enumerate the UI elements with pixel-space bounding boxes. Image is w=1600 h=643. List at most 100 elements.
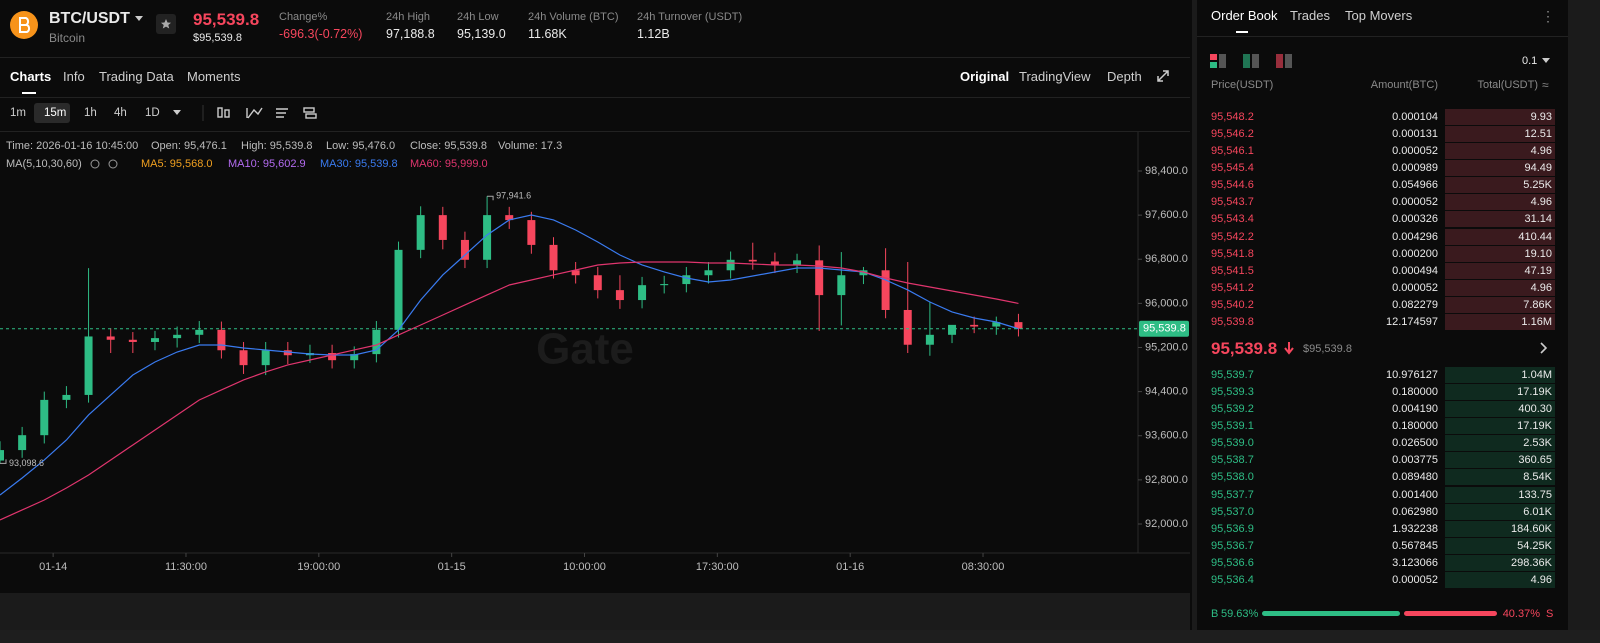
stat-value: 95,139.0 (457, 27, 506, 41)
candle-body (748, 259, 757, 262)
depth-bar (1445, 177, 1555, 194)
interval[interactable]: 15m (44, 107, 67, 119)
depth-bar (1445, 228, 1555, 245)
view-tab[interactable]: TradingView (1019, 69, 1091, 84)
extreme-label: 93,098.6 (9, 458, 44, 468)
amount: 0.000989 (1392, 162, 1438, 175)
chart-tab[interactable]: Charts (10, 69, 52, 84)
ohlc-legend: Close: 95,539.8 (410, 140, 487, 152)
interval[interactable]: 1h (84, 107, 97, 119)
total: 133.75 (1518, 488, 1552, 501)
total: 1.04M (1521, 369, 1552, 381)
ma-line (0, 214, 1019, 496)
candle-body (660, 284, 669, 286)
favorite-button[interactable] (156, 14, 176, 34)
candle-body (283, 350, 292, 356)
amount: 0.000494 (1392, 264, 1438, 277)
x-tick-label: 08:30:00 (962, 561, 1005, 573)
candle-body (0, 450, 4, 461)
legend-icon (108, 159, 118, 169)
candle-body (593, 275, 602, 291)
ma-legend-title: MA(5,10,30,60) (6, 158, 82, 170)
pair[interactable]: BTC/USDT (49, 10, 130, 27)
price: 95,536.4 (1211, 573, 1254, 586)
menu-icon[interactable]: ⋮ (1541, 8, 1555, 24)
total: 410.44 (1518, 230, 1552, 243)
chart-tab[interactable]: Trading Data (99, 69, 174, 84)
candle-body (239, 350, 248, 366)
amount: 0.000326 (1392, 213, 1438, 226)
book-tab[interactable]: Top Movers (1345, 8, 1413, 23)
total: 4.96 (1530, 281, 1552, 294)
interval[interactable]: 1D (145, 107, 160, 119)
amount: 0.000052 (1392, 145, 1438, 158)
watermark: Gate (536, 325, 634, 374)
price: 95,539.0 (1211, 437, 1254, 450)
candle-body (903, 309, 912, 345)
amount: 3.123066 (1392, 556, 1438, 569)
total: 31.14 (1524, 213, 1552, 226)
total: 54.25K (1517, 539, 1552, 552)
depth-bar (1445, 211, 1555, 228)
candle-body (615, 290, 624, 301)
ma-legend: MA30: 95,539.8 (320, 158, 398, 170)
price: 95,546.1 (1211, 145, 1254, 158)
pair-dropdown[interactable] (134, 15, 144, 23)
amount: 0.062980 (1392, 505, 1438, 518)
candle-body (394, 249, 403, 330)
depth-bar (1445, 452, 1555, 469)
interval[interactable]: 4h (114, 107, 127, 119)
extreme-label: 97,941.6 (496, 191, 531, 201)
candle-body (40, 399, 49, 436)
total: 17.19K (1517, 386, 1552, 399)
candle-body (372, 329, 381, 355)
sort-icon[interactable]: ≈ (1542, 78, 1549, 92)
candle-body (217, 329, 226, 351)
tab-underline (22, 92, 36, 94)
view-tab[interactable]: Original (960, 69, 1010, 84)
interval-dropdown[interactable] (172, 109, 182, 117)
price: 95,548.2 (1211, 111, 1254, 123)
precision-dropdown[interactable] (1542, 58, 1550, 64)
book-tab[interactable]: Trades (1290, 8, 1330, 23)
candle-body (416, 215, 425, 250)
amount: 1.932238 (1392, 522, 1438, 535)
chart-tab[interactable]: Moments (187, 69, 241, 84)
precision[interactable]: 0.1 (1522, 55, 1538, 67)
price: 95,539.3 (1211, 386, 1254, 399)
ohlc-legend: Open: 95,476.1 (151, 140, 227, 152)
y-tick-label: 93,600.0 (1145, 430, 1188, 442)
y-tick-label: 95,200.0 (1145, 341, 1188, 353)
chart-tools[interactable] (200, 104, 325, 122)
depth-bar (1445, 401, 1555, 418)
price: 95,541.2 (1211, 281, 1254, 294)
total: 360.65 (1518, 454, 1552, 467)
total: 184.60K (1511, 522, 1552, 535)
interval[interactable]: 1m (10, 107, 26, 119)
depth-bar (1445, 418, 1555, 435)
book-view-icons[interactable] (1210, 53, 1300, 69)
view-tab[interactable]: Depth (1107, 69, 1142, 84)
sell-ratio-bar (1404, 611, 1497, 616)
candle-body (527, 220, 536, 245)
more-arrow[interactable] (1540, 342, 1548, 354)
down-arrow (1284, 342, 1294, 355)
book-tab[interactable]: Order Book (1211, 8, 1278, 23)
depth-bar (1445, 503, 1555, 520)
chart-tab[interactable]: Info (63, 69, 85, 84)
x-tick-label: 17:30:00 (696, 561, 739, 573)
depth-bar (1445, 109, 1555, 125)
candle-body (84, 336, 93, 395)
candle-body (350, 354, 359, 361)
stat-value: 97,188.8 (386, 27, 435, 41)
total: 4.96 (1530, 196, 1552, 209)
amount: 0.180000 (1392, 420, 1438, 433)
total: 12.51 (1524, 128, 1552, 141)
depth-bar (1445, 384, 1555, 401)
y-tick-label: 92,000.0 (1145, 518, 1188, 530)
column-header: Price(USDT) (1211, 79, 1274, 91)
expand-icon[interactable] (1157, 70, 1169, 82)
candle-body (505, 215, 514, 221)
separator (1197, 36, 1568, 37)
candle-body (106, 336, 115, 340)
